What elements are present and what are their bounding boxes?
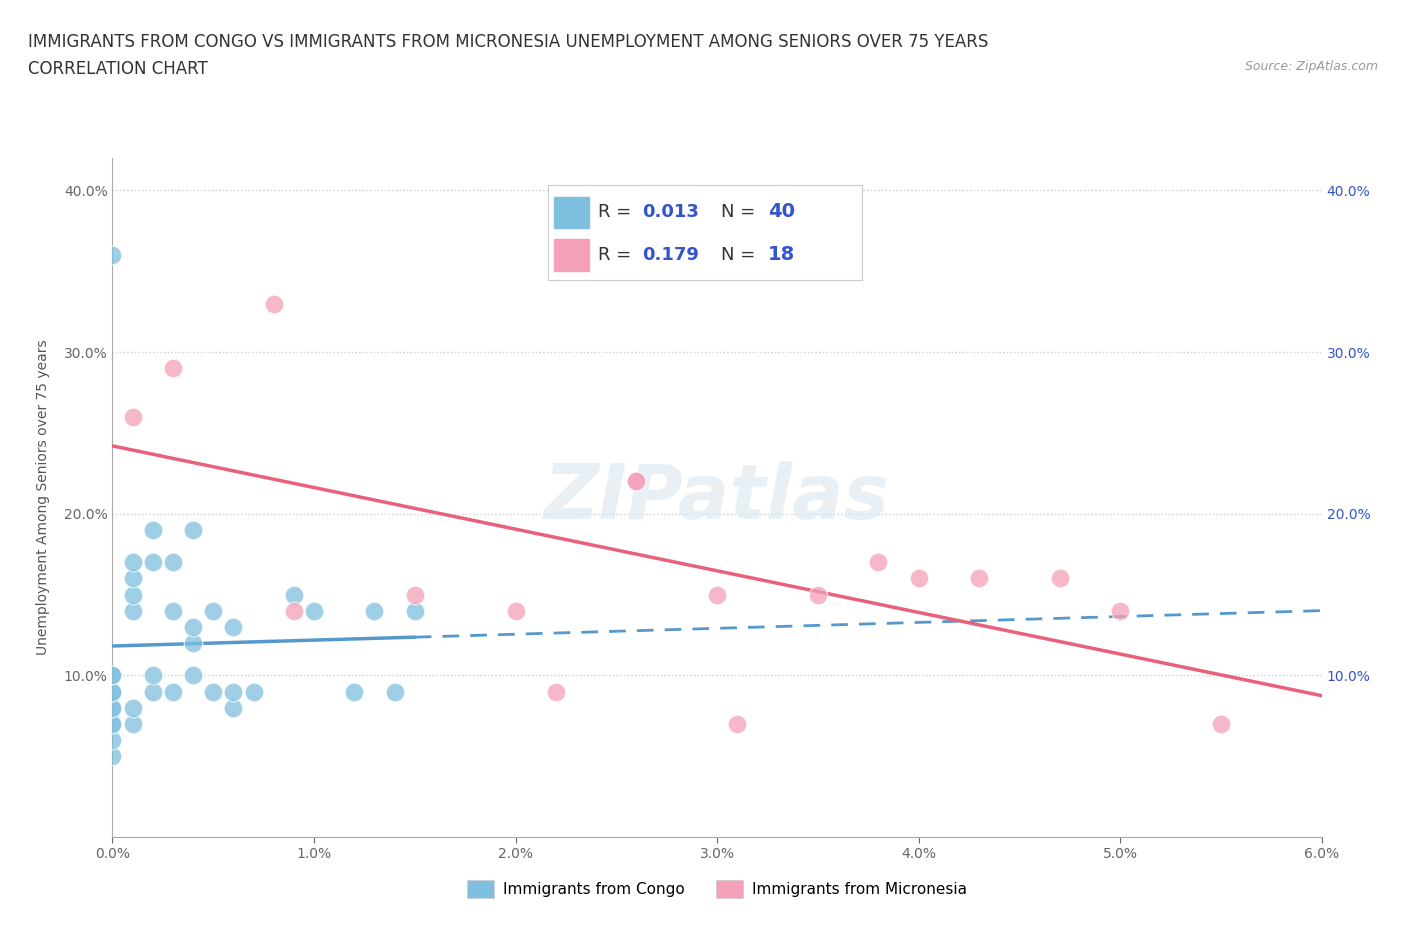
Point — [162, 555, 184, 570]
Text: 40: 40 — [768, 203, 794, 221]
Point — [101, 700, 124, 715]
Point — [1049, 571, 1071, 586]
Point — [101, 684, 124, 699]
Text: Source: ZipAtlas.com: Source: ZipAtlas.com — [1244, 60, 1378, 73]
Text: CORRELATION CHART: CORRELATION CHART — [28, 60, 208, 78]
Text: R =: R = — [598, 203, 637, 220]
Point — [544, 684, 567, 699]
Point — [868, 555, 890, 570]
Point — [101, 668, 124, 683]
Text: 18: 18 — [768, 246, 796, 264]
Point — [1109, 604, 1132, 618]
Point — [121, 409, 143, 424]
Point — [725, 716, 748, 731]
Point — [162, 604, 184, 618]
Bar — [554, 239, 589, 271]
Point — [101, 716, 124, 731]
Point — [242, 684, 264, 699]
Point — [181, 635, 204, 650]
Point — [626, 474, 648, 489]
Text: IMMIGRANTS FROM CONGO VS IMMIGRANTS FROM MICRONESIA UNEMPLOYMENT AMONG SENIORS O: IMMIGRANTS FROM CONGO VS IMMIGRANTS FROM… — [28, 33, 988, 50]
Point — [967, 571, 990, 586]
Point — [626, 474, 648, 489]
Point — [384, 684, 406, 699]
Point — [101, 668, 124, 683]
Text: N =: N = — [721, 203, 761, 220]
Point — [907, 571, 929, 586]
Point — [283, 587, 305, 602]
Point — [181, 619, 204, 634]
Point — [101, 749, 124, 764]
Point — [343, 684, 366, 699]
Point — [181, 668, 204, 683]
Point — [505, 604, 527, 618]
Point — [121, 587, 143, 602]
Point — [142, 668, 165, 683]
Point — [162, 684, 184, 699]
Point — [101, 716, 124, 731]
Point — [263, 296, 285, 311]
Point — [121, 571, 143, 586]
Point — [404, 587, 426, 602]
Point — [142, 523, 165, 538]
Text: ZIPatlas: ZIPatlas — [544, 460, 890, 535]
Point — [162, 361, 184, 376]
Point — [1209, 716, 1232, 731]
Point — [222, 619, 245, 634]
Point — [121, 555, 143, 570]
Point — [121, 716, 143, 731]
Text: N =: N = — [721, 246, 761, 263]
Point — [101, 247, 124, 262]
Point — [222, 700, 245, 715]
Point — [121, 604, 143, 618]
Point — [404, 604, 426, 618]
Point — [807, 587, 830, 602]
Point — [101, 684, 124, 699]
Text: R =: R = — [598, 246, 637, 263]
Y-axis label: Unemployment Among Seniors over 75 years: Unemployment Among Seniors over 75 years — [37, 339, 49, 656]
Point — [101, 700, 124, 715]
Point — [706, 587, 728, 602]
Text: 0.179: 0.179 — [643, 246, 699, 263]
Point — [302, 604, 325, 618]
Legend: Immigrants from Congo, Immigrants from Micronesia: Immigrants from Congo, Immigrants from M… — [461, 874, 973, 904]
Point — [202, 604, 225, 618]
Point — [101, 733, 124, 748]
Point — [142, 684, 165, 699]
Point — [363, 604, 385, 618]
Point — [121, 700, 143, 715]
Point — [142, 555, 165, 570]
Point — [202, 684, 225, 699]
Point — [283, 604, 305, 618]
Point — [222, 684, 245, 699]
Text: 0.013: 0.013 — [643, 203, 699, 220]
Bar — [554, 196, 589, 228]
Point — [181, 523, 204, 538]
